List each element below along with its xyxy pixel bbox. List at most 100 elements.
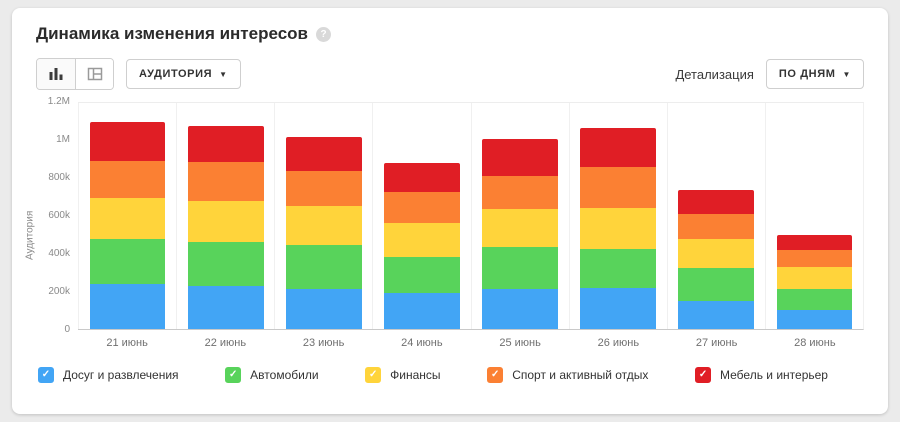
view-toggle-group (36, 58, 114, 90)
help-icon[interactable]: ? (316, 26, 331, 42)
bar-segment-sport[interactable] (678, 214, 755, 239)
stacked-bar[interactable] (285, 103, 362, 329)
legend-item-auto[interactable]: ✓ Автомобили (225, 367, 319, 383)
chevron-down-icon: ▼ (842, 69, 851, 79)
x-tick-label: 22 июнь (204, 337, 247, 349)
legend-label: Спорт и активный отдых (512, 368, 649, 382)
legend-checkbox-finance[interactable]: ✓ (365, 367, 382, 383)
plot-area (78, 102, 864, 330)
bar-segment-sport[interactable] (482, 176, 558, 210)
bar-segment-auto[interactable] (482, 247, 558, 290)
bar-segment-leisure[interactable] (482, 289, 558, 329)
legend-item-sport[interactable]: ✓ Спорт и активный отдых (487, 367, 648, 383)
bar-segment-finance[interactable] (482, 209, 558, 248)
bar-segment-sport[interactable] (89, 161, 166, 199)
bar-segment-leisure[interactable] (187, 285, 264, 329)
legend: ✓ Досуг и развлечения ✓ Автомобили ✓ Финансы ✓… (12, 349, 888, 383)
audience-dropdown-label: АУДИТОРИЯ (139, 68, 213, 80)
bar-cell (78, 103, 176, 329)
stacked-bar[interactable] (580, 103, 657, 329)
x-tick-label: 24 июнь (401, 337, 443, 349)
bar-cell (470, 103, 569, 329)
bar-segment-sport[interactable] (285, 170, 362, 206)
y-axis-ticks: 0 200k 400k 600k 800k 1M 1.2M (38, 97, 78, 335)
x-tick-label: 23 июнь (302, 337, 345, 349)
bar-segment-auto[interactable] (580, 248, 657, 288)
legend-checkbox-sport[interactable]: ✓ (487, 367, 504, 383)
bar-segment-sport[interactable] (187, 162, 264, 201)
stacked-bar[interactable] (482, 103, 558, 329)
x-axis-labels: 21 июнь 22 июнь 23 июнь 24 июнь 25 июнь 26 ию… (78, 330, 864, 349)
legend-checkbox-leisure[interactable]: ✓ (38, 367, 54, 383)
bar-segment-finance[interactable] (678, 238, 755, 268)
toolbar: АУДИТОРИЯ ▼ Детализация ПО ДНЯМ ▼ (12, 50, 888, 100)
bar-segment-leisure[interactable] (89, 283, 166, 329)
bar-segment-auto[interactable] (285, 245, 362, 290)
bar-segment-leisure[interactable] (285, 289, 362, 329)
bar-segment-furniture[interactable] (384, 163, 460, 193)
legend-label: Автомобили (250, 368, 319, 382)
legend-label: Финансы (390, 368, 441, 382)
legend-checkbox-furniture[interactable]: ✓ (695, 367, 712, 383)
x-tick-label: 26 июнь (597, 337, 640, 349)
bar-cell (568, 103, 667, 329)
stacked-bar[interactable] (89, 103, 166, 329)
stacked-bar[interactable] (384, 103, 460, 329)
bar-segment-leisure[interactable] (384, 293, 460, 329)
y-tick-label: 1M (56, 134, 70, 145)
table-view-button[interactable] (75, 59, 113, 89)
bar-segment-furniture[interactable] (482, 138, 558, 177)
bar-segment-leisure[interactable] (678, 300, 755, 329)
y-tick-label: 1.2M (47, 96, 70, 107)
bar-segment-auto[interactable] (187, 242, 264, 286)
bar-cell (764, 103, 863, 329)
bar-chart-icon (48, 66, 64, 82)
bar-segment-finance[interactable] (580, 207, 657, 249)
x-tick-label: 27 июнь (695, 337, 738, 349)
chart-area: Аудитория 0 200k 400k 600k 800k 1M 1.2M 21 июн… (12, 97, 888, 349)
chart-card: Динамика изменения интересов ? (12, 8, 888, 414)
y-tick-label: 200k (48, 286, 70, 298)
bar-chart-view-button[interactable] (37, 59, 75, 89)
stacked-bar[interactable] (776, 103, 853, 329)
bar-segment-auto[interactable] (776, 289, 853, 311)
bar-segment-leisure[interactable] (580, 287, 657, 329)
y-tick-label: 400k (48, 248, 70, 260)
chart-main: 0 200k 400k 600k 800k 1M 1.2M 21 июнь 22 июнь 23… (38, 97, 864, 349)
legend-item-leisure[interactable]: ✓ Досуг и развлечения (38, 367, 179, 383)
detail-label: Детализация (675, 66, 754, 82)
bar-cell (666, 103, 765, 329)
legend-checkbox-auto[interactable]: ✓ (225, 367, 242, 383)
legend-item-finance[interactable]: ✓ Финансы (365, 367, 441, 383)
bar-segment-sport[interactable] (580, 167, 657, 208)
bar-segment-auto[interactable] (384, 257, 460, 294)
detail-dropdown[interactable]: ПО ДНЯМ ▼ (765, 59, 864, 89)
bar-segment-furniture[interactable] (678, 189, 755, 215)
bar-segment-auto[interactable] (89, 238, 166, 284)
page-title: Динамика изменения интересов (36, 24, 308, 43)
stacked-bar[interactable] (678, 103, 755, 329)
y-tick-label: 0 (64, 324, 70, 335)
bar-segment-leisure[interactable] (776, 310, 853, 329)
bar-cell (274, 103, 372, 329)
bar-segment-furniture[interactable] (89, 121, 166, 162)
stacked-bar[interactable] (187, 103, 264, 329)
bar-segment-auto[interactable] (678, 267, 755, 301)
bar-segment-finance[interactable] (187, 200, 264, 243)
audience-dropdown[interactable]: АУДИТОРИЯ ▼ (126, 59, 241, 89)
bar-segment-furniture[interactable] (187, 125, 264, 163)
x-tick-label: 28 июнь (794, 337, 836, 349)
x-tick-label: 21 июнь (106, 337, 148, 349)
bar-segment-furniture[interactable] (285, 136, 362, 171)
bar-segment-finance[interactable] (776, 266, 853, 290)
bar-segment-sport[interactable] (384, 192, 460, 223)
bar-segment-furniture[interactable] (580, 127, 657, 168)
bar-segment-finance[interactable] (384, 222, 460, 258)
bar-segment-sport[interactable] (776, 249, 853, 267)
legend-label: Мебель и интерьер (720, 368, 828, 382)
bar-segment-finance[interactable] (89, 198, 166, 239)
y-tick-label: 800k (48, 172, 70, 184)
legend-item-furniture[interactable]: ✓ Мебель и интерьер (695, 367, 828, 383)
bar-segment-furniture[interactable] (776, 234, 853, 250)
bar-segment-finance[interactable] (285, 205, 362, 246)
